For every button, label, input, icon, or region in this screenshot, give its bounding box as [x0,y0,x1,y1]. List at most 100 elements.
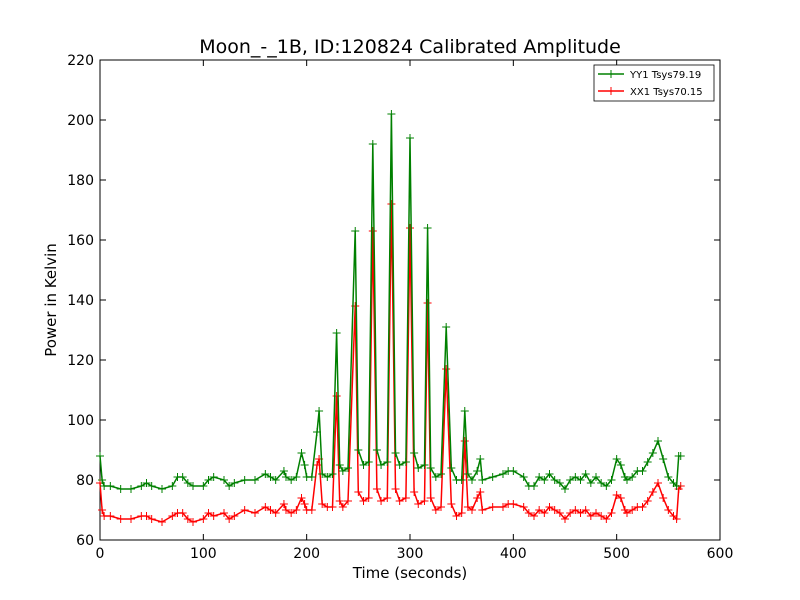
data-point [315,407,324,415]
data-point [279,500,288,508]
data-point [423,224,432,232]
data-point [240,476,249,484]
x-axis-label: Time (seconds) [352,564,468,582]
data-point [230,479,239,487]
x-tick-label: 500 [603,546,630,562]
data-point [406,224,414,232]
data-point [261,503,270,511]
data-point [423,299,432,307]
y-tick-label: 120 [67,353,94,369]
data-point [372,446,381,454]
data-point [127,485,135,493]
y-tick-label: 160 [67,233,94,249]
data-point [509,467,518,475]
data-point [638,467,647,475]
data-point [659,455,668,463]
data-point [437,470,445,478]
x-tick-label: 200 [293,546,320,562]
data-point [406,134,414,142]
data-point [672,482,681,490]
data-point [648,488,657,496]
data-point [220,476,228,484]
data-point [561,515,569,523]
y-axis-label: Power in Kelvin [42,243,60,357]
data-point [581,506,590,514]
x-tick-label: 400 [500,546,527,562]
y-tick-label: 200 [67,113,94,129]
data-point [566,509,575,517]
data-point [592,509,600,517]
series-layer [96,110,685,526]
data-point [414,500,423,508]
data-point [292,506,301,514]
data-point [586,512,595,520]
y-tick-label: 60 [76,533,94,549]
data-point [410,449,419,457]
data-point [473,494,482,502]
data-point [473,467,482,475]
data-point [359,461,368,469]
data-point [391,449,400,457]
data-point [335,461,344,469]
data-point [519,473,528,481]
data-point [204,476,213,484]
data-point [420,461,429,469]
data-point [607,476,616,484]
data-point [168,482,177,490]
data-point [98,476,107,484]
y-tick-label: 220 [67,53,94,69]
data-point [98,506,107,514]
data-point [383,458,392,466]
data-point [616,461,625,469]
data-point [530,512,538,520]
x-tick-label: 600 [707,546,734,562]
data-point [372,485,381,493]
data-point [240,506,249,514]
data-point [323,473,332,481]
data-point [638,503,647,511]
data-point [127,515,135,523]
data-point [335,497,344,505]
data-point [106,512,115,520]
data-point [354,446,363,454]
legend-marker [607,70,615,78]
data-point [509,500,518,508]
data-point [488,503,497,511]
data-point [271,509,280,517]
data-point [387,200,396,208]
data-point [297,449,306,457]
legend-marker [607,87,615,95]
x-tick-label: 300 [397,546,424,562]
data-point [178,473,187,481]
legend: YY1 Tsys79.19 XX1 Tsys70.15 [593,64,715,102]
data-point [395,497,404,505]
data-point [364,458,373,466]
data-point [199,515,208,523]
data-point [209,512,218,520]
data-point [344,497,352,505]
data-point [351,227,360,235]
data-point [576,476,585,484]
data-point [225,515,234,523]
data-point [607,509,616,517]
data-point [499,470,507,478]
y-axis: 60 80 100 120 140 160 180 200 220 [67,53,720,549]
data-point [571,473,580,481]
data-point [628,506,637,514]
legend-label: YY1 Tsys79.19 [629,70,701,81]
data-point [318,500,327,508]
data-point [225,482,234,490]
data-point [654,479,662,487]
data-point [116,515,125,523]
data-point [147,482,156,490]
data-point [307,506,316,514]
data-point [555,509,564,517]
data-point [431,473,440,481]
data-point [476,488,485,496]
data-point [545,503,554,511]
y-tick-label: 100 [67,413,94,429]
data-point [266,473,275,481]
data-point [328,470,337,478]
data-point [332,329,341,337]
data-point [664,473,673,481]
